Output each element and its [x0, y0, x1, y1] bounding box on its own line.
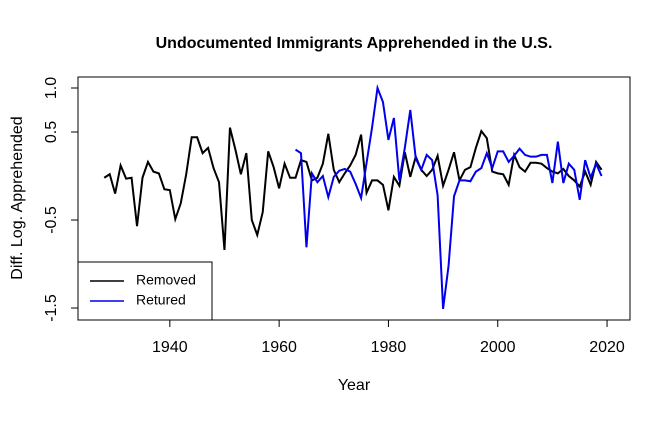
data-line — [294, 84, 603, 310]
legend-label: Retured — [136, 292, 186, 308]
x-tick-label: 2020 — [589, 339, 625, 356]
x-tick-label: 1980 — [371, 339, 407, 356]
y-axis-label: Diff. Log. Apprehended — [9, 116, 26, 279]
legend-box — [77, 261, 213, 321]
data-line — [103, 127, 603, 251]
x-tick-label: 1940 — [152, 339, 188, 356]
y-tick-label: 0.5 — [43, 121, 60, 143]
legend-label: Removed — [136, 272, 196, 288]
x-axis-label: Year — [338, 377, 371, 394]
chart-title: Undocumented Immigrants Apprehended in t… — [156, 35, 553, 52]
y-tick-label: 1.0 — [43, 77, 60, 99]
x-tick-label: 2000 — [480, 339, 516, 356]
x-tick-label: 1960 — [261, 339, 297, 356]
y-tick-label: -0.5 — [43, 206, 60, 234]
y-tick-label: -1.5 — [43, 294, 60, 322]
